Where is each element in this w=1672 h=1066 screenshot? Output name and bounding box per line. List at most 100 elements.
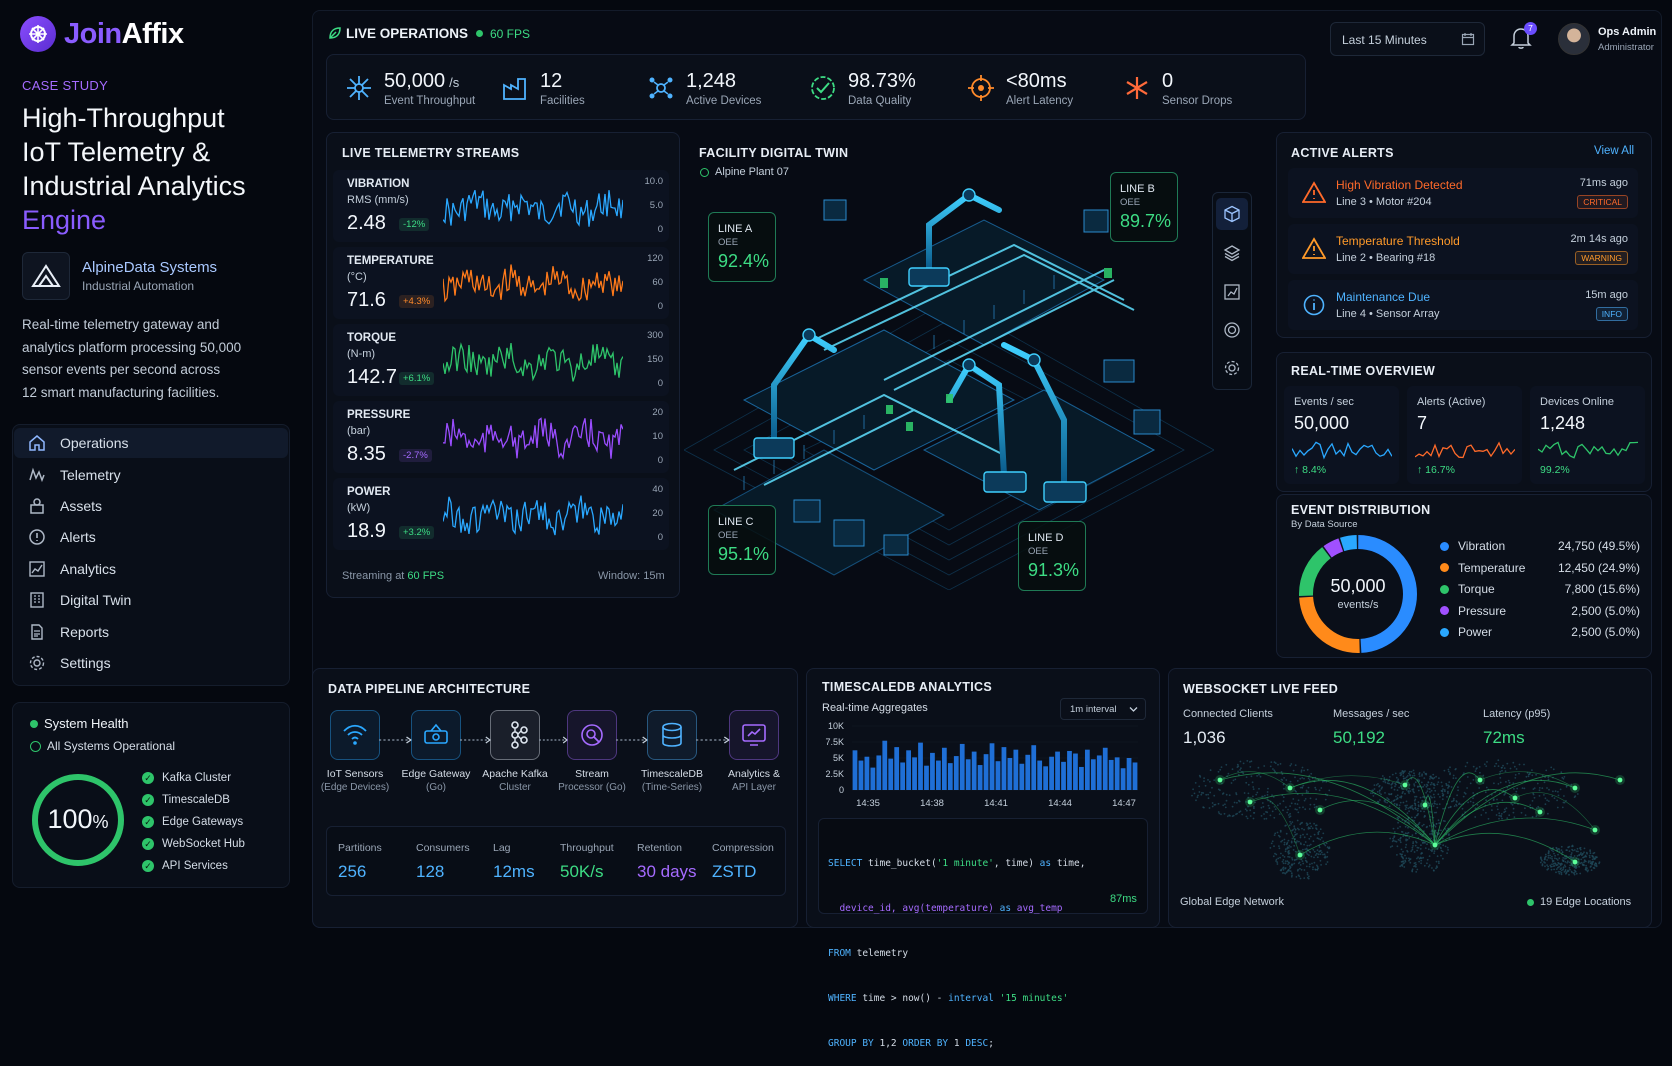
stream-sparkline <box>443 264 623 303</box>
kpi-value-number: 0 <box>1162 69 1174 92</box>
nav-item-assets[interactable]: Assets <box>14 491 288 521</box>
nav-item-alerts[interactable]: Alerts <box>14 522 288 552</box>
check-icon: ✓ <box>142 772 154 784</box>
bar <box>894 747 900 790</box>
legend-name: Power <box>1458 625 1493 639</box>
stream-unit: (N-m) <box>347 348 376 360</box>
bar <box>1126 758 1132 790</box>
health-status-icon <box>30 741 41 752</box>
distribution-panel <box>1276 494 1652 658</box>
sql-line: SELECT time_bucket('1 minute', time) as … <box>828 858 1086 869</box>
nav-label: Operations <box>60 435 129 451</box>
twin-line-card[interactable]: LINE A OEE 92.4% <box>708 212 776 282</box>
kpi-value-number: <80ms <box>1006 69 1067 92</box>
interval-value: 1m interval <box>1070 704 1117 715</box>
bar <box>1007 758 1013 790</box>
telemetry-stream-card[interactable]: POWER (kW) 18.9 +3.2% 40 20 0 <box>333 478 669 550</box>
health-status: All Systems Operational <box>47 739 176 753</box>
legend-value: 24,750 (49.5%) <box>1557 539 1640 553</box>
x-tick-label: 14:47 <box>1112 798 1136 808</box>
twin-line-card[interactable]: LINE B OEE 89.7% <box>1110 172 1178 242</box>
view-all-link[interactable]: View All <box>1594 145 1635 157</box>
pipeline-step[interactable]: TimescaleDB (Time-Series) <box>632 710 712 793</box>
time-range-selector[interactable]: Last 15 Minutes <box>1330 22 1485 56</box>
arrow-right-icon <box>616 731 648 744</box>
pipeline-step[interactable]: IoT Sensors (Edge Devices) <box>315 710 395 793</box>
edge-node <box>1592 827 1598 833</box>
bar <box>977 765 983 790</box>
kpi-label: Sensor Drops <box>1162 94 1233 107</box>
legend-dot <box>1440 563 1449 572</box>
api-icon <box>729 710 779 760</box>
pipeline-stat-value: ZSTD <box>712 862 757 881</box>
overview-card[interactable]: Alerts (Active) 7 ↑ 16.7% <box>1407 386 1522 484</box>
twin-line-card[interactable]: LINE D OEE 91.3% <box>1018 521 1086 591</box>
stream-value: 8.35 <box>347 443 386 465</box>
telemetry-stream-card[interactable]: PRESSURE (bar) 8.35 -2.7% 20 10 0 <box>333 401 669 473</box>
legend-item: Vibration 24,750 (49.5%) <box>1440 537 1640 555</box>
alert-item[interactable]: High Vibration Detected Line 3 • Motor #2… <box>1288 168 1638 218</box>
bar <box>1079 766 1084 790</box>
nav-label: Reports <box>60 624 110 640</box>
brand-logo[interactable]: JoinAffix <box>20 16 184 52</box>
telemetry-stream-card[interactable]: VIBRATION RMS (mm/s) 2.48 -12% 10.0 5.0 0 <box>333 170 669 242</box>
interval-select[interactable]: 1m interval <box>1060 698 1146 720</box>
line-metric: OEE <box>1028 546 1049 557</box>
stream-name: PRESSURE <box>347 409 411 421</box>
nav-item-digital-twin[interactable]: Digital Twin <box>14 585 288 615</box>
pipeline-step[interactable]: Apache Kafka Cluster <box>475 710 555 793</box>
overview-label: Devices Online <box>1540 396 1614 408</box>
wifi-icon <box>330 710 380 760</box>
user-menu[interactable]: Ops Admin Administrator <box>1558 22 1658 58</box>
overview-card[interactable]: Events / sec 50,000 ↑ 8.4% <box>1284 386 1399 484</box>
alert-item[interactable]: Maintenance Due Line 4 • Sensor Array 15m … <box>1288 280 1638 330</box>
nav-item-operations[interactable]: Operations <box>14 428 288 458</box>
check-icon: ✓ <box>142 860 154 872</box>
bar <box>870 767 876 790</box>
donut-slice <box>1299 535 1417 653</box>
overview-card[interactable]: Devices Online 1,248 99.2% <box>1530 386 1645 484</box>
plant-name: Alpine Plant 07 <box>715 166 789 178</box>
bar <box>1096 755 1102 790</box>
edge-dot-icon <box>1527 899 1534 906</box>
pipeline-step-label: TimescaleDB <box>640 768 704 780</box>
donut-center-label: events/s <box>1337 599 1379 611</box>
nav-item-settings[interactable]: Settings <box>14 648 288 678</box>
stream-axis-tick: 10.0 <box>644 176 664 187</box>
tool-target[interactable] <box>1216 314 1248 346</box>
pipeline-step[interactable]: Edge Gateway (Go) <box>396 710 476 793</box>
pipeline-step[interactable]: Stream Processor (Go) <box>552 710 632 793</box>
user-name: Ops Admin <box>1598 26 1657 38</box>
kafka-icon <box>490 710 540 760</box>
notifications-button[interactable]: 7 <box>1510 22 1537 52</box>
tool-layers[interactable] <box>1216 237 1248 269</box>
bar <box>852 750 858 790</box>
stream-unit: (bar) <box>347 425 371 437</box>
tool-charts[interactable] <box>1216 276 1248 308</box>
donut-slice <box>1299 535 1417 653</box>
legend-dot <box>1440 627 1449 637</box>
pipeline-step-label: Stream <box>575 768 609 780</box>
overview-value: 7 <box>1417 413 1428 433</box>
global-network-label: Global Edge Network <box>1180 896 1284 908</box>
telemetry-stream-card[interactable]: TEMPERATURE (°C) 71.6 +4.3% 120 60 0 <box>333 247 669 319</box>
alert-severity-badge: WARNING <box>1575 251 1628 265</box>
nav-item-telemetry[interactable]: Telemetry <box>14 460 288 490</box>
cube-icon <box>1224 205 1240 223</box>
aggregates-bar-chart: 10K 7.5K 5K 2.5K 0 14:35 14:38 14:41 14:44 14:47 <box>825 721 1138 808</box>
alert-item[interactable]: Temperature Threshold Line 2 • Bearing #1… <box>1288 224 1638 274</box>
company-card: AlpineData Systems Industrial Automation <box>22 252 217 300</box>
nav-item-reports[interactable]: Reports <box>14 617 288 647</box>
bar <box>971 751 977 790</box>
sparkline-path <box>443 417 623 461</box>
twin-line-card[interactable]: LINE C OEE 95.1% <box>708 505 776 575</box>
gear-icon <box>29 655 45 671</box>
tool-settings[interactable] <box>1216 352 1248 384</box>
pipeline-step[interactable]: Analytics & API Layer <box>714 710 794 793</box>
tool-3d-view[interactable] <box>1216 198 1248 230</box>
bar <box>906 750 911 790</box>
nav-item-analytics[interactable]: Analytics <box>14 554 288 584</box>
edge-node <box>1422 802 1428 808</box>
kpi-strip <box>326 54 1306 120</box>
telemetry-stream-card[interactable]: TORQUE (N-m) 142.7 +6.1% 300 150 0 <box>333 324 669 396</box>
